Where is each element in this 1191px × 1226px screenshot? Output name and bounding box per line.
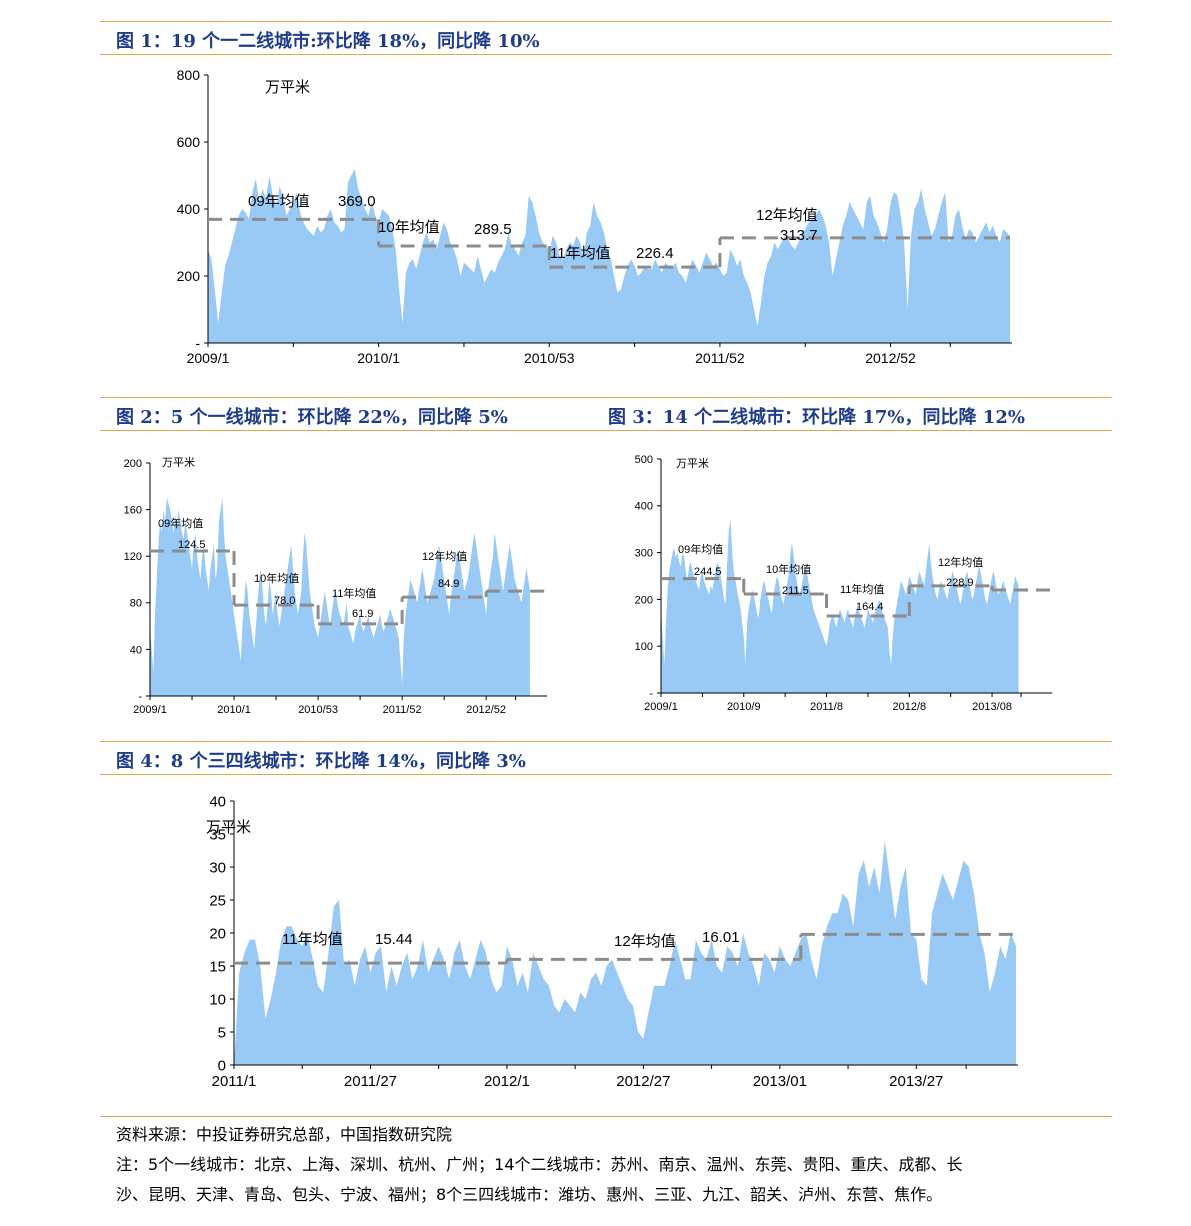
fig2-area-series: [150, 497, 530, 696]
fig1-xtick-label-4: 2012/52: [865, 350, 916, 366]
fig4-avg-label-0: 11年均值: [282, 931, 343, 948]
fig1-avg-label-1: 10年均值: [378, 219, 440, 236]
fig2-xtick-label-1: 2010/1: [217, 704, 251, 716]
fig4-ytick-label-2: 10: [209, 991, 226, 1008]
fig2-3-header: 图 2：5 个一线城市：环比降 22%，同比降 5% 图 3：14 个二线城市：…: [100, 397, 1112, 431]
fig2-avg-label-0: 09年均值: [158, 516, 203, 530]
fig3-ytick-label-5: 500: [635, 454, 653, 466]
fig4-header: 图 4：8 个三四线城市：环比降 14%，同比降 3%: [100, 741, 1112, 775]
fig2-avg-value-3: 84.9: [438, 578, 459, 590]
fig2-ytick-label-4: 160: [124, 504, 142, 516]
footnote-line2: 沙、昆明、天津、青岛、包头、宁波、福州；8个三四线城市：潍坊、惠州、三亚、九江、…: [116, 1185, 943, 1204]
fig3-ytick-label-1: 100: [635, 641, 653, 653]
fig4-xtick-label-1: 2011/27: [344, 1073, 397, 1090]
fig4-avg-value-1: 16.01: [702, 929, 740, 946]
fig4-title: 图 4：8 个三四线城市：环比降 14%，同比降 3%: [116, 751, 526, 772]
fig4-ytick-label-4: 20: [209, 925, 226, 942]
fig1-avg-value-3: 313.7: [780, 227, 818, 244]
fig1-avg-label-2: 11年均值: [550, 245, 611, 262]
source-note: 资料来源：中投证券研究总部，中国指数研究院: [116, 1125, 453, 1144]
fig2-xtick-label-0: 2009/1: [133, 704, 167, 716]
fig3-xtick-label-1: 2010/9: [727, 701, 761, 713]
fig2-ytick-label-1: 40: [130, 644, 142, 656]
fig1-area-series: [208, 168, 1010, 343]
fig1-ytick-label-3: 600: [177, 134, 201, 150]
fig3-title: 图 3：14 个二线城市：环比降 17%，同比降 12%: [608, 407, 1025, 428]
fig3-avg-value-3: 228.9: [946, 577, 974, 589]
fig2-avg-label-2: 11年均值: [332, 586, 376, 600]
fig2-avg-value-0: 124.5: [178, 539, 206, 551]
fig1-ytick-label-2: 400: [177, 201, 201, 217]
fig1-avg-label-3: 12年均值: [756, 207, 818, 224]
fig4-avg-value-0: 15.44: [375, 931, 413, 948]
fig3-avg-label-0: 09年均值: [678, 542, 723, 556]
fig4-ytick-label-3: 15: [209, 958, 226, 975]
fig3-avg-label-1: 10年均值: [766, 562, 811, 576]
fig3-ytick-label-3: 300: [635, 547, 653, 559]
fig4-ytick-label-6: 30: [209, 859, 226, 876]
fig2-avg-value-1: 78.0: [274, 595, 295, 607]
fig4-unit-label: 万平米: [206, 819, 251, 836]
fig4-ytick-label-8: 40: [209, 793, 226, 810]
fig1-avg-value-2: 226.4: [636, 245, 674, 262]
fig3-xtick-label-3: 2012/8: [892, 701, 926, 713]
fig4-xtick-label-0: 2011/1: [212, 1073, 257, 1090]
fig1-ytick-label-1: 200: [177, 268, 201, 284]
fig3-group: - 100 200 300 400 500 2009/1 2010/9 2011/8 2012/8…: [635, 454, 1052, 713]
footnote-line1: 注：5个一线城市：北京、上海、深圳、杭州、广州；14个二线城市：苏州、南京、温州…: [116, 1155, 963, 1174]
fig3-xtick-label-0: 2009/1: [644, 701, 678, 713]
fig1-avg-value-0: 369.0: [338, 193, 376, 210]
fig4-ytick-label-1: 5: [218, 1024, 226, 1041]
fig2-xtick-label-3: 2011/52: [383, 704, 422, 716]
fig2-unit-label: 万平米: [162, 456, 195, 469]
fig3-unit-label: 万平米: [676, 457, 709, 470]
fig3-avg-label-2: 11年均值: [840, 582, 884, 596]
fig1-avg-value-1: 289.5: [474, 221, 512, 238]
fig2-avg-value-2: 61.9: [352, 608, 373, 620]
fig3-area-series: [661, 519, 1019, 693]
fig2-ytick-label-0: -: [138, 691, 142, 703]
fig3-ytick-label-2: 200: [635, 594, 653, 606]
fig2-xtick-label-4: 2012/52: [466, 704, 506, 716]
fig3-ytick-label-0: -: [649, 688, 653, 700]
fig1-xtick-label-1: 2010/1: [357, 350, 400, 366]
fig2-group: - 40 80 120 160 200 2009/1 2010/1 2010/53 2011/52…: [124, 456, 547, 716]
fig4-xtick-label-3: 2012/27: [616, 1073, 670, 1090]
source-divider: [100, 1116, 1112, 1117]
fig1-xtick-label-2: 2010/53: [524, 350, 575, 366]
fig2-ytick-label-3: 120: [124, 551, 142, 563]
fig1-title: 图 1：19 个一二线城市:环比降 18%，同比降 10%: [116, 31, 540, 52]
fig4-xtick-label-5: 2013/27: [889, 1073, 943, 1090]
fig3-xtick-label-2: 2011/8: [810, 701, 843, 713]
fig1-unit-label: 万平米: [265, 79, 310, 96]
fig3-ytick-label-4: 400: [635, 501, 653, 513]
fig4-ytick-label-0: 0: [218, 1057, 226, 1074]
fig2-avg-label-1: 10年均值: [254, 571, 299, 585]
fig2-title: 图 2：5 个一线城市：环比降 22%，同比降 5%: [116, 407, 508, 428]
fig2-avg-label-3: 12年均值: [422, 549, 467, 563]
fig1-xtick-label-3: 2011/52: [695, 350, 745, 366]
fig1-group: - 200 400 600 800 2009/1 2010/1 2010/53 2011/52 2…: [177, 67, 1012, 366]
fig4-group: 0 5 10 15 20 25 30 35 40 2011/1 2011/27 2012/1 2012/…: [206, 793, 1018, 1090]
fig1-header: 图 1：19 个一二线城市:环比降 18%，同比降 10%: [100, 21, 1112, 55]
fig3-xtick-label-4: 2013/08: [972, 701, 1012, 713]
fig2-xtick-label-2: 2010/53: [298, 704, 338, 716]
fig1-avg-label-0: 09年均值: [248, 193, 310, 210]
fig4-avg-label-1: 12年均值: [614, 933, 676, 950]
fig1-ytick-label-0: -: [195, 335, 200, 351]
fig2-ytick-label-2: 80: [130, 598, 142, 610]
fig1-xtick-label-0: 2009/1: [187, 350, 230, 366]
fig4-xtick-label-2: 2012/1: [484, 1073, 530, 1090]
fig4-xtick-label-4: 2013/01: [753, 1073, 807, 1090]
fig4-area-series: [234, 840, 1016, 1065]
fig4-ytick-label-7: 35: [209, 826, 226, 843]
fig3-avg-value-2: 164.4: [856, 601, 884, 613]
fig2-ytick-label-5: 200: [124, 458, 142, 470]
fig3-avg-label-3: 12年均值: [938, 555, 983, 569]
fig4-ytick-label-5: 25: [209, 892, 226, 909]
fig3-avg-value-0: 244.5: [694, 566, 722, 578]
fig3-avg-value-1: 211.5: [782, 585, 809, 597]
fig1-ytick-label-4: 800: [177, 67, 201, 83]
